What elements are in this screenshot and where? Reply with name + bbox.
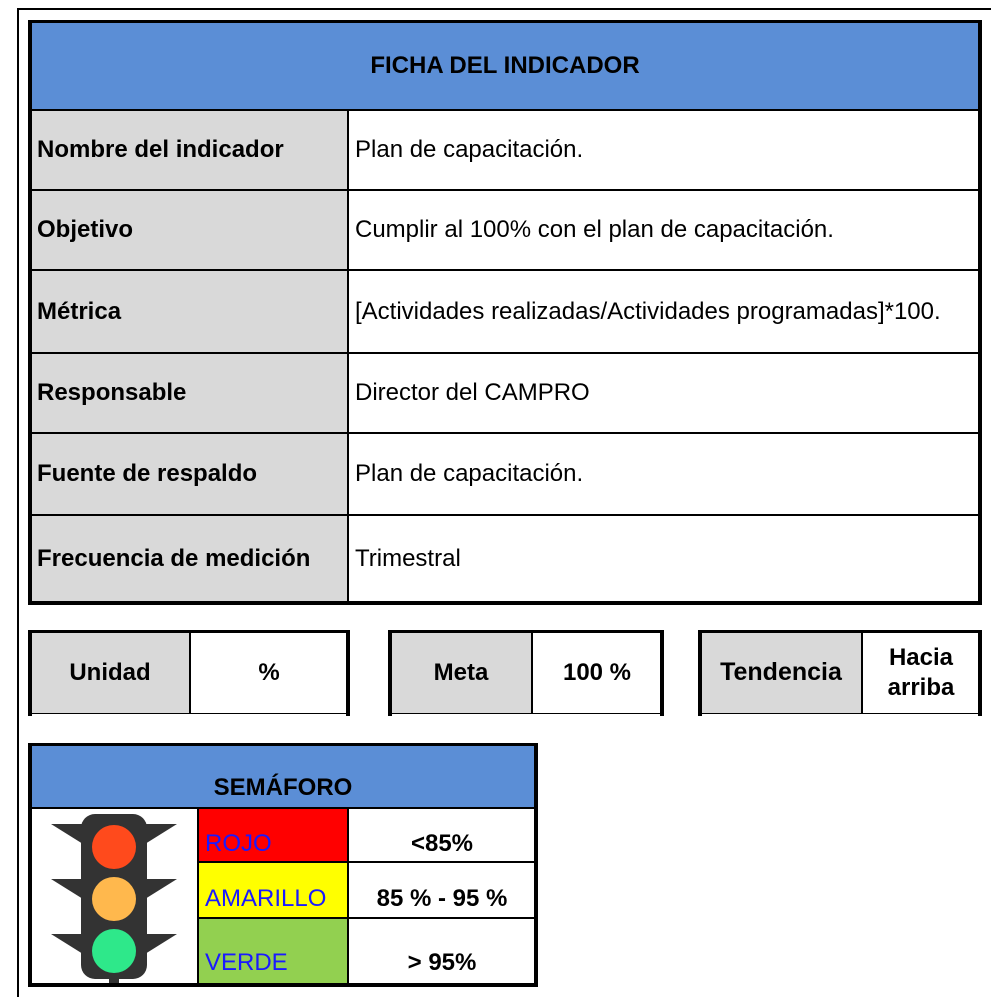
title: FICHA DEL INDICADOR (30, 22, 980, 110)
box-label: Meta (390, 632, 532, 714)
row-value: Trimestral (348, 515, 980, 603)
traffic-light (30, 808, 198, 985)
semaforo-title: SEMÁFORO (30, 745, 536, 808)
row-label: Frecuencia de medición (30, 515, 348, 603)
frame (17, 8, 991, 997)
row-label: Responsable (30, 353, 348, 433)
row-value: [Actividades realizadas/Actividades prog… (348, 270, 980, 353)
row-label: Fuente de respaldo (30, 433, 348, 515)
row-value: Cumplir al 100% con el plan de capacitac… (348, 190, 980, 270)
traffic-light-icon (51, 814, 177, 984)
box-label: Unidad (30, 632, 190, 714)
box-label: Tendencia (700, 632, 862, 714)
row-label: Objetivo (30, 190, 348, 270)
level-value: <85% (348, 808, 536, 862)
row-value: Plan de capacitación. (348, 110, 980, 190)
box-value: Hacia arriba (862, 632, 980, 714)
level-value: > 95% (348, 918, 536, 985)
row-value: Plan de capacitación. (348, 433, 980, 515)
level-label: VERDE (198, 918, 348, 985)
row-label: Métrica (30, 270, 348, 353)
row-label: Nombre del indicador (30, 110, 348, 190)
box-value: % (190, 632, 348, 714)
box-value: 100 % (532, 632, 662, 714)
level-label: AMARILLO (198, 862, 348, 918)
level-value: 85 % - 95 % (348, 862, 536, 918)
row-value: Director del CAMPRO (348, 353, 980, 433)
level-label: ROJO (198, 808, 348, 862)
